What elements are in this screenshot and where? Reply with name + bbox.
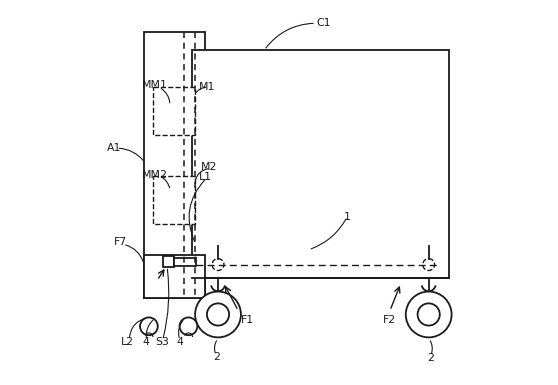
- Text: 4: 4: [177, 337, 184, 347]
- Circle shape: [195, 291, 241, 337]
- Bar: [163, 256, 174, 267]
- Text: M1: M1: [199, 82, 215, 92]
- Text: A1: A1: [107, 143, 122, 153]
- Circle shape: [417, 303, 440, 326]
- Text: F2: F2: [383, 315, 396, 325]
- Circle shape: [406, 291, 451, 337]
- Bar: [192, 50, 449, 278]
- Text: 1: 1: [344, 211, 351, 221]
- Circle shape: [207, 303, 229, 326]
- Text: 2: 2: [213, 352, 220, 362]
- Bar: [144, 255, 205, 298]
- Bar: [174, 258, 196, 266]
- Bar: [144, 32, 205, 298]
- Text: C1: C1: [316, 18, 330, 28]
- Circle shape: [212, 259, 224, 271]
- Text: M2: M2: [200, 162, 217, 172]
- Text: S3: S3: [156, 337, 170, 347]
- Text: 4: 4: [142, 337, 150, 347]
- Circle shape: [423, 259, 435, 271]
- Text: L1: L1: [199, 172, 211, 182]
- Circle shape: [140, 317, 158, 335]
- Bar: [152, 176, 195, 224]
- Text: L2: L2: [121, 337, 134, 347]
- Circle shape: [180, 317, 198, 335]
- Text: F7: F7: [114, 238, 127, 248]
- Text: MM2: MM2: [142, 170, 167, 180]
- Text: 2: 2: [427, 353, 434, 363]
- Text: F1: F1: [241, 315, 254, 325]
- Bar: [152, 87, 195, 135]
- Text: MM1: MM1: [142, 80, 167, 90]
